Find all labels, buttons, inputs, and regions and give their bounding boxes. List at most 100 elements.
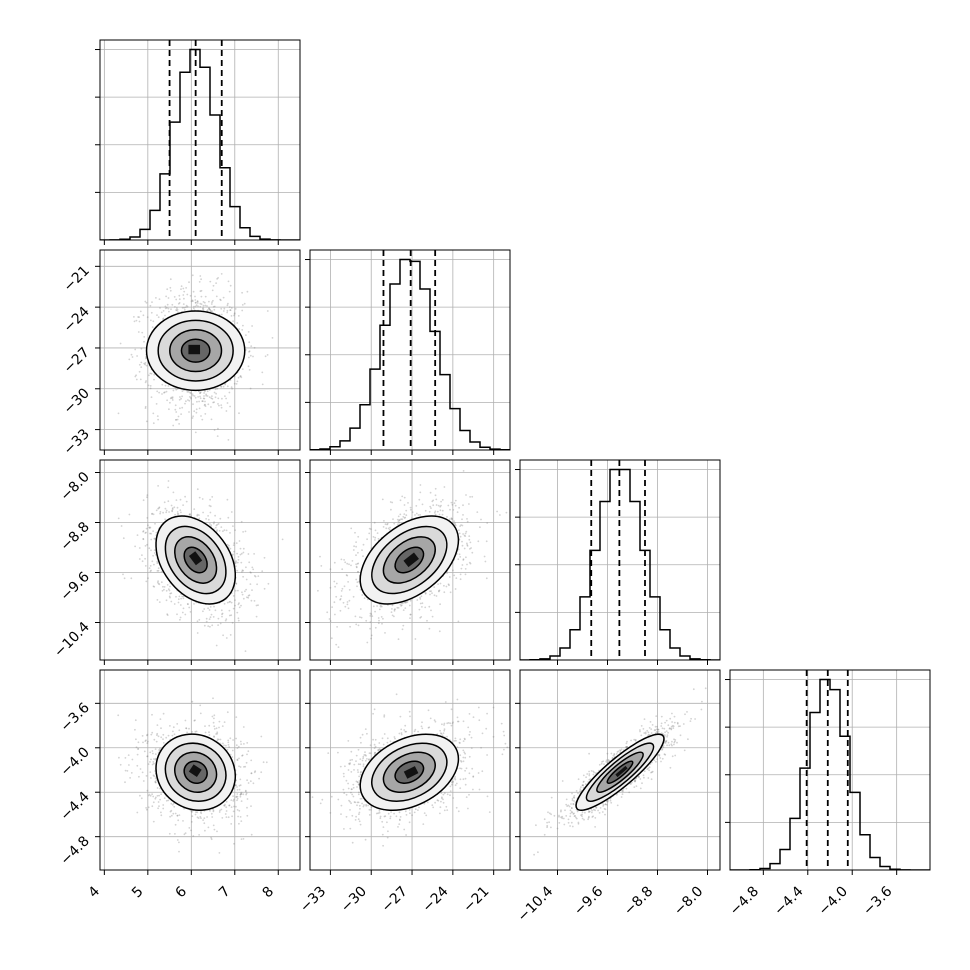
sample-point [458,506,460,509]
sample-point [212,697,214,700]
sample-point [247,553,250,555]
sample-point [162,310,165,312]
sample-point [466,544,469,546]
sample-point [238,602,240,604]
sample-point [203,397,206,400]
y-tick-label: −9.6 [57,569,92,604]
sample-point [430,507,432,509]
sample-point [178,294,181,297]
sample-point [439,582,442,585]
sample-point [255,604,258,607]
sample-point [434,510,437,513]
sample-point [430,590,432,592]
sample-point [407,502,409,504]
sample-point [180,413,183,415]
sample-point [462,559,465,561]
sample-point [227,744,230,746]
sample-point [175,411,178,413]
sample-point [152,585,155,588]
sample-point [241,304,244,306]
sample-point [340,595,343,598]
sample-point [417,514,420,516]
sample-point [462,533,464,535]
sample-point [409,599,412,602]
sample-point [253,346,256,349]
sample-point [157,569,160,572]
sample-point [351,560,354,562]
sample-point [329,620,332,622]
sample-point [217,617,220,620]
histogram-panel-p3 [515,459,721,661]
sample-point [136,534,139,536]
sample-point [355,578,358,581]
sample-point [199,392,202,394]
y-axis-p3 [305,472,310,623]
sample-point [215,733,218,735]
sample-point [171,399,174,401]
sample-point [415,512,418,515]
sample-point [246,742,249,744]
sample-point [469,548,471,550]
sample-point [220,273,223,275]
sample-point [191,299,194,302]
sample-point [205,617,208,620]
sample-point [146,517,149,519]
sample-point [166,584,169,586]
sample-point [199,305,202,308]
sample-point [334,585,336,588]
sample-point [164,307,167,310]
sample-point [433,594,436,597]
sample-point [165,390,168,393]
sample-point [202,610,204,613]
sample-point [443,584,445,587]
y-tick-label: −8.0 [57,469,92,504]
sample-point [414,638,417,640]
sample-point [208,618,211,620]
sample-point [257,575,260,577]
sample-point [185,500,188,503]
sample-point [409,617,411,619]
sample-point [207,309,209,311]
sample-point [357,624,360,627]
sample-point [157,582,160,585]
sample-point [404,607,407,609]
sample-point [160,581,163,584]
sample-point [236,322,239,324]
sample-point [156,732,159,735]
sample-point [197,817,200,819]
sample-point [250,833,253,836]
sample-point [236,380,239,383]
sample-point [350,564,352,567]
sample-point [185,727,188,730]
sample-point [450,517,453,520]
sample-point [191,700,194,703]
sample-point [402,609,405,611]
sample-point [199,302,202,305]
sample-point [204,304,207,307]
sample-point [145,580,148,583]
sample-point [214,388,217,391]
sample-point [431,615,434,618]
sample-point [199,395,201,398]
sample-point [438,630,441,633]
sample-point [238,540,241,542]
sample-point [204,829,206,832]
sample-point [397,523,399,526]
sample-point [146,496,148,499]
sample-point [249,387,252,390]
sample-point [452,509,455,511]
sample-point [266,310,269,312]
sample-point [345,574,348,576]
sample-point [476,511,479,513]
sample-point [177,415,180,418]
sample-point [222,385,225,388]
sample-point [136,355,139,357]
sample-point [421,503,424,506]
sample-point [209,280,212,283]
sample-point [463,534,466,537]
sample-point [230,799,233,801]
histogram-panel-p2 [305,249,511,451]
sample-point [156,314,158,316]
sample-point [209,308,211,311]
sample-point [400,605,402,607]
